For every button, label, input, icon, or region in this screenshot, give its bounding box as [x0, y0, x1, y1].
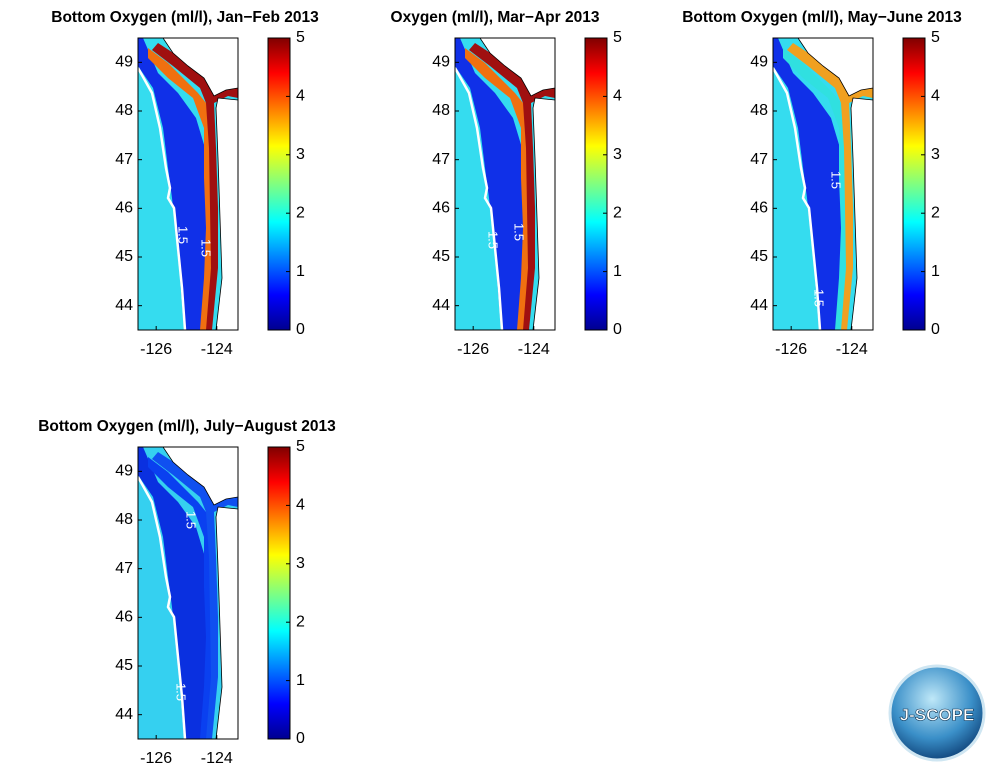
- colorbar-tick-label: 0: [296, 730, 305, 747]
- contour-label: 1.5: [176, 226, 191, 244]
- map-panel: Bottom Oxygen (ml/l), May−June 201344454…: [682, 9, 962, 358]
- x-tick-label: -124: [836, 341, 868, 358]
- x-tick-label: -126: [140, 341, 172, 358]
- colorbar-tick-label: 2: [931, 204, 940, 221]
- colorbar-tick-label: 2: [296, 613, 305, 630]
- y-tick-label: 46: [432, 200, 450, 217]
- y-tick-label: 49: [115, 54, 133, 71]
- y-tick-label: 47: [115, 151, 133, 168]
- colorbar: [267, 446, 291, 740]
- colorbar-tick-label: 3: [296, 555, 305, 572]
- panel-title: Bottom Oxygen (ml/l), May−June 2013: [682, 9, 962, 26]
- colorbar-tick-label: 3: [931, 146, 940, 163]
- axes-frame: [137, 37, 239, 331]
- logo-text: J-SCOPE: [900, 705, 975, 724]
- contour-label: 1.5: [829, 171, 844, 189]
- colorbar: [267, 37, 291, 331]
- colorbar: [584, 37, 608, 331]
- colorbar-tick-label: 0: [931, 321, 940, 338]
- y-tick-label: 47: [750, 151, 768, 168]
- y-tick-label: 45: [432, 248, 450, 265]
- y-tick-label: 45: [115, 657, 133, 674]
- colorbar-tick-label: 4: [296, 497, 305, 514]
- colorbar-tick-label: 4: [296, 88, 305, 105]
- y-tick-label: 49: [750, 54, 768, 71]
- y-tick-label: 44: [750, 297, 768, 314]
- colorbar-tick-label: 1: [931, 263, 940, 280]
- contour-label: 1.5: [512, 223, 527, 241]
- axes-frame: [137, 446, 239, 740]
- colorbar-tick-label: 5: [931, 29, 940, 46]
- colorbar-tick-label: 4: [931, 88, 940, 105]
- oxygen-field: [455, 38, 555, 330]
- x-tick-label: -126: [140, 750, 172, 767]
- oxygen-field: [138, 38, 238, 330]
- colorbar-tick-label: 0: [613, 321, 622, 338]
- contour-label: 1.5: [199, 239, 214, 257]
- logo: J-SCOPE: [888, 664, 986, 762]
- y-tick-label: 48: [750, 102, 768, 119]
- y-tick-label: 48: [115, 511, 133, 528]
- y-tick-label: 44: [432, 297, 450, 314]
- panel-title: Bottom Oxygen (ml/l), Jan−Feb 2013: [51, 9, 319, 26]
- colorbar-tick-label: 2: [296, 204, 305, 221]
- y-tick-label: 44: [115, 297, 133, 314]
- axes-frame: [772, 37, 874, 331]
- y-tick-label: 47: [115, 560, 133, 577]
- contour-label: 1.5: [174, 683, 189, 701]
- colorbar-tick-label: 5: [296, 438, 305, 455]
- colorbar: [902, 37, 926, 331]
- panel-title: Oxygen (ml/l), Mar−Apr 2013: [391, 9, 600, 26]
- colorbar-tick-label: 1: [296, 263, 305, 280]
- map-panel: Oxygen (ml/l), Mar−Apr 2013444546474849-…: [391, 9, 622, 358]
- x-tick-label: -124: [201, 341, 233, 358]
- axes-frame: [454, 37, 556, 331]
- x-tick-label: -126: [457, 341, 489, 358]
- logo-circle: [888, 664, 986, 762]
- x-tick-label: -124: [201, 750, 233, 767]
- y-tick-label: 44: [115, 706, 133, 723]
- y-tick-label: 46: [750, 200, 768, 217]
- colorbar-tick-label: 2: [613, 204, 622, 221]
- colorbar-tick-label: 1: [296, 672, 305, 689]
- oxygen-field: [773, 38, 873, 330]
- y-tick-label: 49: [432, 54, 450, 71]
- y-tick-label: 46: [115, 609, 133, 626]
- panel-title: Bottom Oxygen (ml/l), July−August 2013: [38, 418, 336, 435]
- x-tick-label: -126: [775, 341, 807, 358]
- colorbar-tick-label: 1: [613, 263, 622, 280]
- colorbar-tick-label: 5: [613, 29, 622, 46]
- y-tick-label: 47: [432, 151, 450, 168]
- y-tick-label: 49: [115, 463, 133, 480]
- colorbar-tick-label: 0: [296, 321, 305, 338]
- colorbar-tick-label: 3: [296, 146, 305, 163]
- x-tick-label: -124: [518, 341, 550, 358]
- y-tick-label: 46: [115, 200, 133, 217]
- y-tick-label: 48: [432, 102, 450, 119]
- y-tick-label: 45: [750, 248, 768, 265]
- colorbar-tick-label: 3: [613, 146, 622, 163]
- colorbar-tick-label: 5: [296, 29, 305, 46]
- y-tick-label: 48: [115, 102, 133, 119]
- contour-label: 1.5: [812, 289, 827, 307]
- contour-label: 1.5: [184, 511, 199, 529]
- y-tick-label: 45: [115, 248, 133, 265]
- colorbar-tick-label: 4: [613, 88, 622, 105]
- map-panel: Bottom Oxygen (ml/l), Jan−Feb 2013444546…: [51, 9, 319, 358]
- map-panel: Bottom Oxygen (ml/l), July−August 201344…: [38, 418, 336, 767]
- contour-label: 1.5: [486, 231, 501, 249]
